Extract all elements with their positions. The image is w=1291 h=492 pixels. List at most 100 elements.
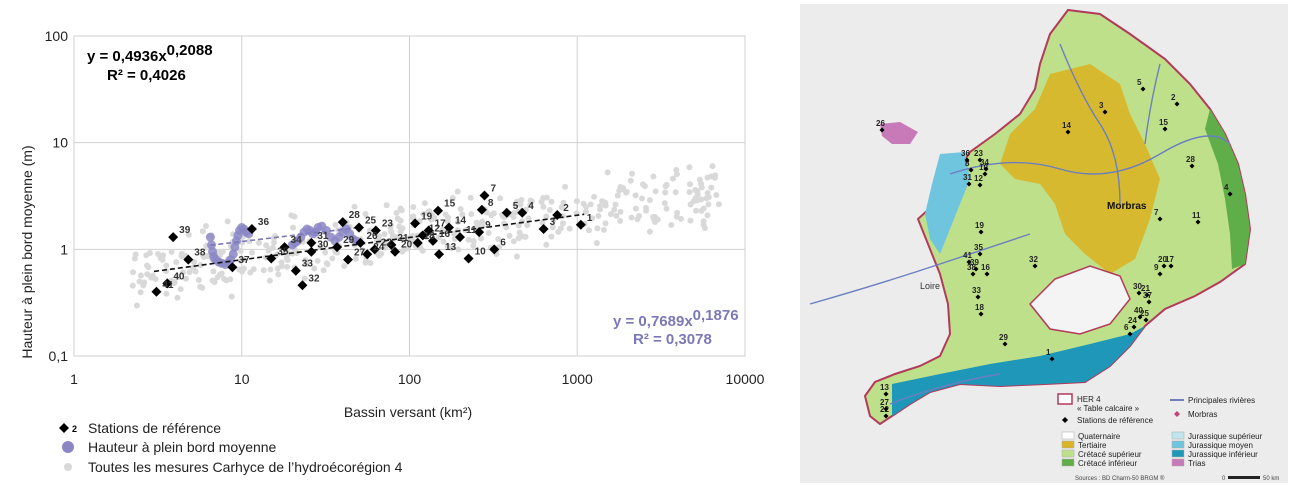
station-label: 16 [439, 229, 451, 240]
all-measures-point [515, 222, 522, 229]
all-measures-point [191, 258, 198, 265]
all-measures-point [455, 218, 462, 225]
station-point [410, 218, 421, 229]
all-measures-point [250, 266, 257, 273]
station-label: 33 [302, 259, 314, 270]
map-station-marker [978, 311, 984, 317]
trias-zone [880, 122, 918, 144]
map-station-label: 11 [1192, 211, 1201, 220]
all-measures-point [613, 212, 620, 219]
station-point [227, 262, 238, 273]
all-measures-point [594, 225, 601, 232]
all-measures-point [136, 278, 143, 285]
station-point [266, 253, 277, 264]
station-point [444, 222, 455, 233]
equation-mean-r2: R² = 0,3078 [633, 331, 712, 348]
all-measures-point [580, 200, 587, 207]
station-label: 7 [491, 183, 497, 194]
all-measures-point [459, 211, 466, 218]
all-measures-point [479, 218, 486, 225]
station-point [476, 204, 487, 215]
all-measures-point [199, 228, 206, 235]
all-measures-point [387, 222, 394, 229]
all-measures-point [692, 195, 699, 202]
all-measures-point [617, 184, 624, 191]
all-measures-point [557, 225, 564, 232]
all-measures-point [351, 203, 358, 210]
all-measures-point [155, 251, 162, 258]
map-legend: HER 4 « Table calcaire » Stations de réf… [1057, 393, 1279, 482]
map-station-marker [883, 413, 889, 419]
all-measures-point [177, 286, 184, 293]
all-measures-point [704, 212, 711, 219]
all-measures-point [646, 228, 653, 235]
station-label: 15 [444, 199, 456, 210]
map-station-marker [968, 167, 974, 173]
map-station-label: 6 [1124, 323, 1129, 332]
all-measures-point [211, 279, 218, 286]
all-measures-point [602, 220, 609, 227]
legend-her-title: HER 4 [1077, 395, 1101, 404]
map-station-label: 40 [1134, 306, 1143, 315]
map-station-marker [1174, 101, 1180, 107]
chart-grid [73, 35, 746, 357]
all-measures-point [506, 232, 513, 239]
all-measures-point [449, 194, 456, 201]
station-point [354, 222, 365, 233]
all-measures-point [520, 233, 527, 240]
all-measures-point [195, 276, 202, 283]
all-measures-point [278, 263, 285, 270]
all-measures-point [186, 269, 193, 276]
chart-legend: 2 Stations de référence Hauteur à plein … [59, 420, 403, 475]
all-measures-point [214, 274, 221, 281]
all-measures-point [673, 166, 680, 173]
map-station-label: 14 [1062, 121, 1071, 130]
station-label: 26 [366, 231, 378, 242]
geology-legend-label: Jurassique supérieur [1188, 432, 1263, 441]
station-label: 35 [277, 247, 289, 258]
station-label: 10 [475, 247, 487, 258]
all-measures-point [210, 268, 217, 275]
all-measures-point [595, 212, 602, 219]
legend-mean-label: Hauteur à plein bord moyenne [88, 439, 277, 455]
all-measures-point [698, 196, 705, 203]
all-measures-point [133, 302, 140, 309]
all-measures-point [662, 189, 669, 196]
all-measures-point [399, 248, 406, 255]
all-measures-point [381, 231, 388, 238]
station-point [290, 265, 301, 276]
station-label: 37 [238, 255, 250, 266]
map-station-marker [1102, 109, 1108, 115]
all-measures-point [240, 265, 247, 272]
station-point [454, 232, 465, 243]
all-measures-point [159, 256, 166, 263]
geology-legend-label: Tertiaire [1078, 441, 1107, 450]
map-station-marker [1157, 216, 1163, 222]
all-measures-point [539, 219, 546, 226]
map-station-marker [1032, 263, 1038, 269]
circle-marker-icon [62, 441, 74, 453]
all-measures-point [284, 263, 291, 270]
map-station-marker [1227, 191, 1233, 197]
all-measures-point [629, 170, 636, 177]
station-label: 20 [401, 240, 413, 251]
all-measures-point [283, 254, 290, 261]
all-measures-point [617, 217, 624, 224]
all-measures-point [639, 181, 646, 188]
all-measures-point [137, 272, 144, 279]
all-measures-point [525, 215, 532, 222]
jurassic-west-zone [925, 152, 970, 254]
map-station-label: 25 [1140, 309, 1149, 318]
all-measures-point [612, 201, 619, 208]
all-measures-point [454, 188, 461, 195]
rivers [809, 43, 1231, 405]
all-measures-point [617, 208, 624, 215]
trendline-mean [210, 226, 360, 247]
map-station-label: 31 [963, 173, 972, 182]
geology-legend-label: Quaternaire [1078, 432, 1121, 441]
all-measures-point [713, 191, 720, 198]
station-diamond-icon [1062, 417, 1068, 423]
all-measures-point [566, 225, 573, 232]
station-point [434, 249, 445, 260]
all-measures-point [332, 221, 339, 228]
